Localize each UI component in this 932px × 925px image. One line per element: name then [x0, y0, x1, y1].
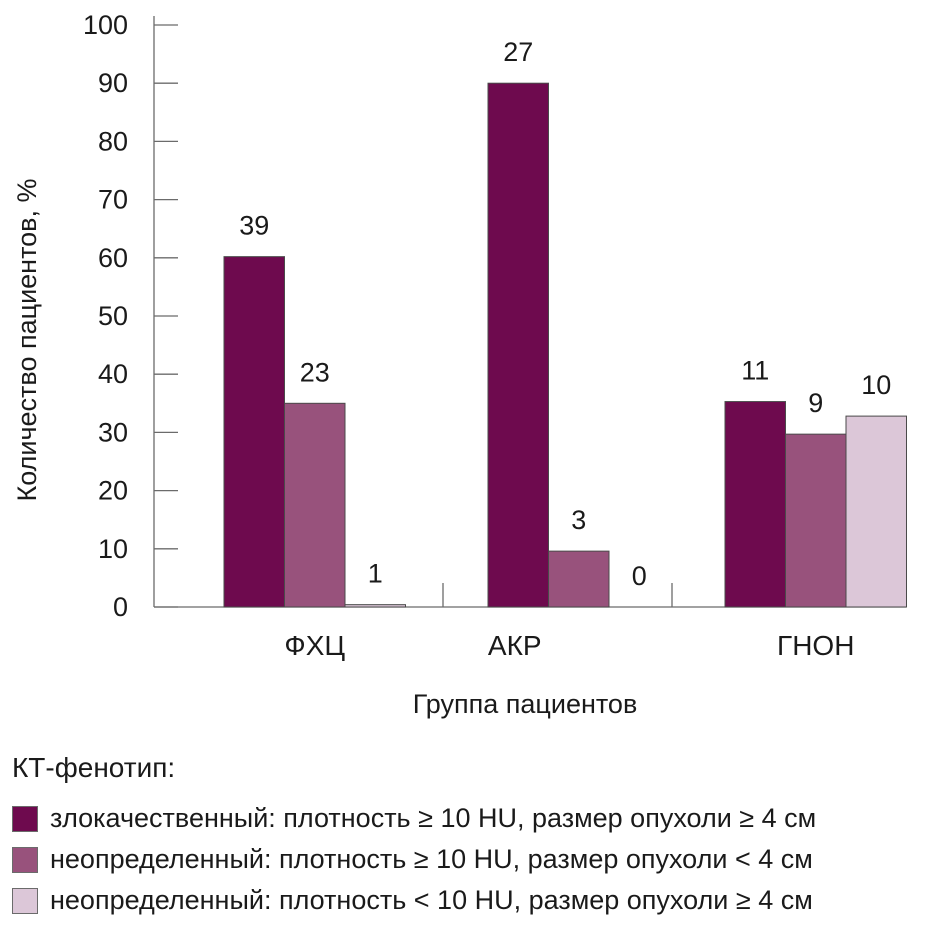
- y-tick-label: 0: [113, 592, 128, 622]
- data-label: 11: [741, 356, 769, 386]
- data-label: 23: [300, 357, 330, 387]
- data-label: 39: [239, 211, 269, 241]
- category-label: АКР: [488, 630, 542, 661]
- data-label: 3: [571, 505, 586, 535]
- y-tick-label: 20: [98, 476, 128, 506]
- bar: [845, 415, 907, 608]
- data-label: 0: [632, 561, 647, 591]
- y-tick-label: 80: [98, 126, 128, 156]
- y-tick-label: 60: [98, 243, 128, 273]
- category-label: ФХЦ: [284, 630, 345, 661]
- bar: [487, 82, 549, 608]
- bars: [223, 82, 907, 608]
- legend-item-indeterminate-low-density: неопределенный: плотность < 10 HU, разме…: [12, 880, 927, 921]
- x-axis-title: Группа пациентов: [413, 689, 638, 719]
- legend-label: неопределенный: плотность ≥ 10 HU, разме…: [50, 844, 813, 874]
- data-label: 27: [503, 37, 533, 67]
- data-label: 10: [861, 370, 891, 400]
- legend-label: неопределенный: плотность < 10 HU, разме…: [50, 885, 813, 915]
- legend-label: злокачественный: плотность ≥ 10 HU, разм…: [50, 803, 817, 833]
- legend: КТ-фенотип: злокачественный: плотность ≥…: [12, 752, 927, 921]
- legend-item-malignant: злокачественный: плотность ≥ 10 HU, разм…: [12, 798, 927, 839]
- data-label: 1: [368, 559, 383, 589]
- y-axis-title: Количество пациентов, %: [12, 178, 42, 501]
- legend-title: КТ-фенотип:: [12, 752, 176, 783]
- y-tick-label: 90: [98, 68, 128, 98]
- y-tick-labels: 0 10 20 30 40 50 60 70 80 90 100: [83, 10, 128, 622]
- bar: [223, 256, 285, 608]
- y-tick-label: 40: [98, 359, 128, 389]
- y-tick-label: 70: [98, 185, 128, 215]
- bar: [548, 550, 610, 608]
- bar: [344, 604, 406, 608]
- y-tick-label: 50: [98, 301, 128, 331]
- y-tick-label: 100: [83, 10, 128, 40]
- legend-swatch: [12, 846, 38, 873]
- legend-swatch: [12, 805, 38, 832]
- legend-item-indeterminate-small: неопределенный: плотность ≥ 10 HU, разме…: [12, 839, 927, 880]
- category-label: ГНОН: [777, 630, 854, 661]
- category-labels: ФХЦ АКР ГНОН: [284, 630, 854, 661]
- legend-swatch: [12, 887, 38, 914]
- data-label: 9: [808, 388, 823, 418]
- y-tick-label: 10: [98, 534, 128, 564]
- y-tick-label: 30: [98, 417, 128, 447]
- bar: [724, 401, 786, 608]
- bar: [785, 433, 847, 608]
- bar: [284, 402, 346, 608]
